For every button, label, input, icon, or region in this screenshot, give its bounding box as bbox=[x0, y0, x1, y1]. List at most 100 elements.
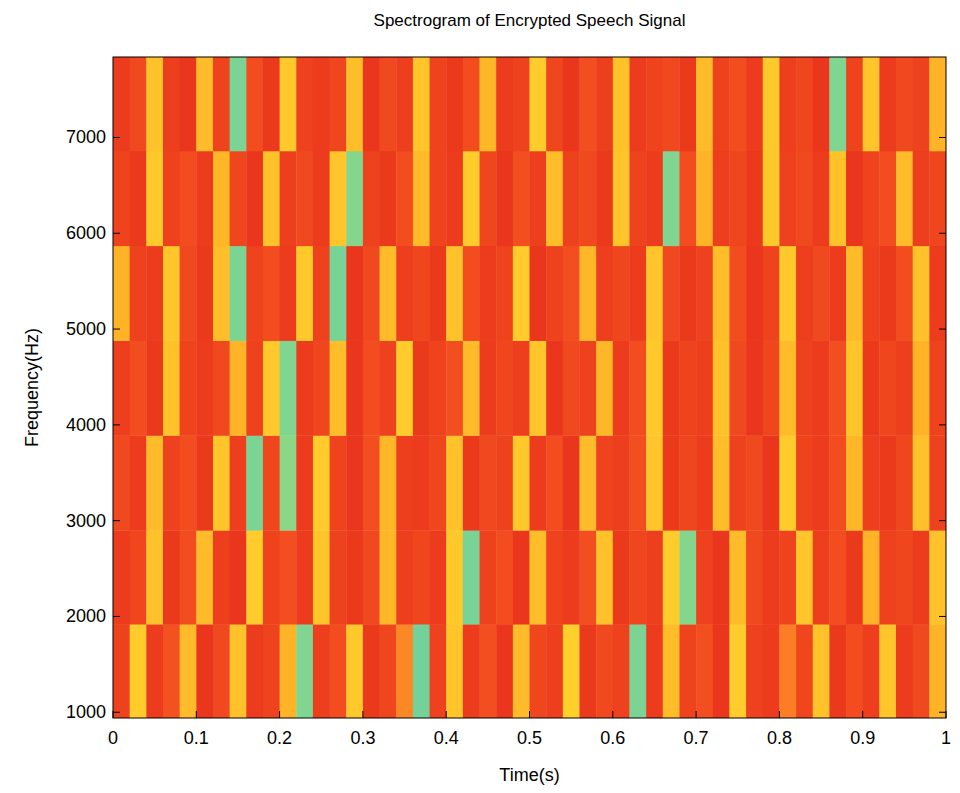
cell bbox=[313, 57, 330, 151]
cell bbox=[646, 151, 663, 246]
cell bbox=[480, 624, 497, 718]
cell bbox=[230, 624, 247, 718]
cell bbox=[113, 530, 130, 624]
cell bbox=[696, 341, 713, 436]
cell bbox=[779, 530, 796, 624]
chart: 00.10.20.30.40.50.60.70.80.9110002000300… bbox=[0, 0, 960, 793]
cell bbox=[746, 624, 763, 718]
cell bbox=[813, 57, 830, 151]
cell bbox=[546, 530, 563, 624]
cell bbox=[813, 151, 830, 246]
cell bbox=[563, 246, 580, 341]
cell bbox=[413, 246, 430, 341]
x-tick-label: 0.6 bbox=[600, 728, 625, 748]
cell bbox=[446, 57, 463, 151]
cell bbox=[163, 151, 180, 246]
cell bbox=[263, 530, 280, 624]
cell bbox=[596, 435, 613, 530]
cell bbox=[813, 341, 830, 436]
cell bbox=[530, 246, 547, 341]
cell bbox=[363, 435, 380, 530]
cell bbox=[263, 57, 280, 151]
x-tick bbox=[612, 711, 613, 718]
x-tick-label: 0.4 bbox=[434, 728, 459, 748]
cell bbox=[713, 624, 730, 718]
cell bbox=[896, 57, 913, 151]
cell bbox=[813, 530, 830, 624]
cell bbox=[196, 57, 213, 151]
cell bbox=[213, 530, 230, 624]
cell bbox=[879, 341, 896, 436]
cell bbox=[480, 151, 497, 246]
cell bbox=[763, 341, 780, 436]
cell bbox=[696, 151, 713, 246]
cell bbox=[230, 530, 247, 624]
cell bbox=[380, 435, 397, 530]
cell bbox=[813, 246, 830, 341]
cell bbox=[863, 246, 880, 341]
cell bbox=[679, 246, 696, 341]
cell bbox=[130, 246, 147, 341]
cell bbox=[130, 57, 147, 151]
cell bbox=[663, 341, 680, 436]
cell bbox=[613, 246, 630, 341]
cell bbox=[196, 151, 213, 246]
cell bbox=[480, 530, 497, 624]
cell bbox=[763, 624, 780, 718]
cell bbox=[629, 341, 646, 436]
cell bbox=[679, 341, 696, 436]
cell bbox=[513, 530, 530, 624]
cell bbox=[413, 530, 430, 624]
cell bbox=[929, 435, 946, 530]
cell bbox=[796, 435, 813, 530]
cell bbox=[180, 530, 197, 624]
cell bbox=[530, 151, 547, 246]
cell bbox=[513, 57, 530, 151]
cell bbox=[663, 530, 680, 624]
cell bbox=[363, 246, 380, 341]
cell bbox=[896, 341, 913, 436]
cell bbox=[579, 341, 596, 436]
cell bbox=[230, 151, 247, 246]
cell bbox=[696, 57, 713, 151]
cell bbox=[496, 246, 513, 341]
cell bbox=[646, 530, 663, 624]
cell bbox=[396, 341, 413, 436]
cell bbox=[863, 530, 880, 624]
cell bbox=[163, 246, 180, 341]
cell bbox=[180, 341, 197, 436]
cell bbox=[213, 435, 230, 530]
cell bbox=[913, 530, 930, 624]
cell bbox=[646, 57, 663, 151]
cell bbox=[363, 624, 380, 718]
cell bbox=[496, 341, 513, 436]
cell bbox=[513, 341, 530, 436]
cell bbox=[713, 246, 730, 341]
cell bbox=[696, 624, 713, 718]
x-tick-label: 0.1 bbox=[184, 728, 209, 748]
cell bbox=[629, 151, 646, 246]
cell bbox=[146, 341, 163, 436]
cell bbox=[729, 435, 746, 530]
cell bbox=[313, 624, 330, 718]
cell bbox=[546, 151, 563, 246]
cell bbox=[813, 435, 830, 530]
cell bbox=[330, 624, 347, 718]
cell bbox=[729, 57, 746, 151]
cell bbox=[263, 151, 280, 246]
y-tick-right bbox=[939, 616, 946, 617]
cell bbox=[546, 341, 563, 436]
cell bbox=[546, 246, 563, 341]
cell bbox=[446, 341, 463, 436]
cell bbox=[380, 624, 397, 718]
cell bbox=[246, 151, 263, 246]
cell bbox=[929, 151, 946, 246]
cell bbox=[829, 341, 846, 436]
cell bbox=[363, 530, 380, 624]
cell bbox=[213, 624, 230, 718]
cell bbox=[346, 246, 363, 341]
cell bbox=[330, 151, 347, 246]
cell bbox=[246, 341, 263, 436]
cell bbox=[313, 341, 330, 436]
cells bbox=[113, 57, 946, 718]
